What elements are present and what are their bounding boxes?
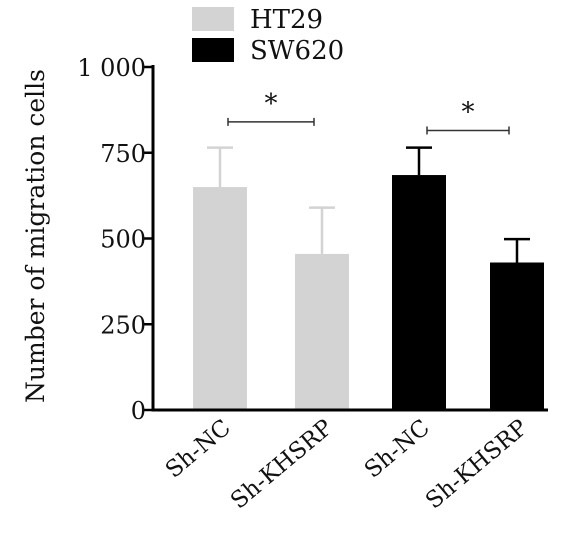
y-tick-label: 250 [100,311,146,339]
bar-sw620-sh-nc [392,175,446,410]
significance-star: * [462,97,475,127]
bar-sw620-sh-khsrp [490,262,544,410]
x-tick-label: Sh-NC [161,415,236,484]
legend-swatch-ht29 [192,7,234,31]
y-axis-label: Number of migration cells [21,69,50,403]
significance-star: * [265,89,278,119]
x-tick-label: Sh-KHSRP [421,415,533,515]
legend-label-sw620: SW620 [250,36,344,66]
bar-ht29-sh-nc [193,187,247,410]
y-tick-label: 0 [131,397,146,425]
x-tick-label: Sh-KHSRP [226,415,338,515]
y-tick-label: 500 [100,226,146,254]
x-tick-label: Sh-NC [360,415,435,484]
legend-label-ht29: HT29 [250,5,323,35]
bar-ht29-sh-khsrp [295,253,349,410]
y-tick-label: 1 000 [77,54,146,82]
legend-swatch-sw620 [192,38,234,62]
y-tick-label: 750 [100,140,146,168]
